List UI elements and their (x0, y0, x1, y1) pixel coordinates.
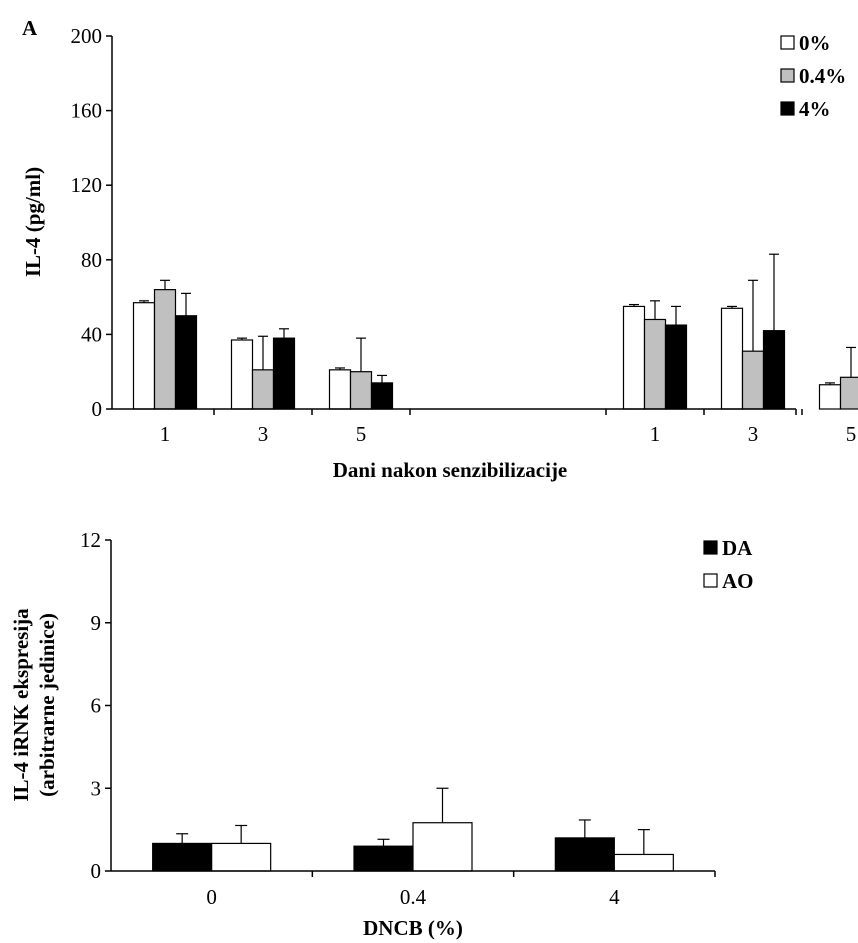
bar (720, 307, 744, 410)
legend-swatch (780, 68, 795, 83)
bar (328, 369, 352, 410)
bar (839, 376, 858, 410)
y-tick-label: 9 (91, 611, 102, 635)
y-tick-label: 6 (91, 694, 102, 718)
bar (643, 318, 667, 410)
panel-label: A (22, 16, 38, 40)
y-tick-label: 12 (80, 528, 101, 552)
x-tick-label: 3 (258, 422, 269, 446)
x-tick-label: 0.4 (400, 885, 427, 909)
y-tick-label: 120 (71, 173, 103, 197)
legend: 0% 0.4% 4% (780, 31, 846, 121)
legend-label: 4% (799, 97, 831, 121)
bar (132, 302, 156, 410)
y-tick-label: 3 (91, 776, 102, 800)
bar (211, 842, 272, 872)
y-tick-label: 200 (71, 24, 103, 48)
bar (818, 384, 842, 410)
y-tick-label: 160 (71, 99, 103, 123)
legend: DA AO (703, 536, 754, 593)
bar (230, 339, 254, 410)
legend-label: DA (722, 536, 753, 560)
x-tick-label: 0 (206, 885, 217, 909)
x-tick-label: 4 (609, 885, 620, 909)
y-tick-label: 0 (92, 397, 103, 421)
bar (370, 382, 394, 410)
y-axis-label-line2: (arbitrarne jedinice) (35, 613, 59, 797)
bar (152, 842, 213, 872)
y-axis-label-line1: IL-4 iRNK ekspresija (9, 608, 33, 802)
y-tick-label: 40 (81, 322, 102, 346)
x-axis-label: DNCB (%) (363, 916, 463, 940)
legend-swatch (780, 101, 795, 116)
bar (622, 305, 646, 410)
y-tick-label: 80 (81, 248, 102, 272)
bar (174, 315, 198, 410)
y-tick-label: 0 (91, 859, 102, 883)
bar (762, 330, 786, 410)
legend-swatch (780, 35, 795, 50)
bar (412, 822, 473, 872)
legend-swatch (703, 540, 718, 555)
chart-il4-protein: A 0 40 80 120 160 200 1 3 5 1 3 5 IL-4 (pg/ml) Dan… (21, 16, 858, 482)
bar (251, 369, 275, 410)
legend-swatch (703, 573, 718, 588)
bar (153, 289, 177, 410)
bar (613, 853, 674, 872)
bar (353, 845, 414, 872)
chart-il4-mrna: 0 3 6 9 12 0 0.4 4 IL-4 iRNK ekspresija (arbit… (9, 528, 754, 940)
bar (272, 337, 296, 410)
bar (664, 324, 688, 410)
bar (741, 350, 765, 410)
legend-label: 0.4% (799, 64, 846, 88)
x-tick-label: 1 (160, 422, 171, 446)
x-tick-label: 1 (650, 422, 661, 446)
x-tick-label: 5 (356, 422, 367, 446)
bar (349, 371, 373, 410)
x-tick-label: 5 (846, 422, 857, 446)
y-axis-label: IL-4 (pg/ml) (21, 167, 45, 277)
legend-label: 0% (799, 31, 831, 55)
legend-label: AO (722, 569, 754, 593)
bar (554, 837, 615, 872)
x-axis-label: Dani nakon senzibilizacije (333, 458, 568, 482)
x-tick-label: 3 (748, 422, 759, 446)
